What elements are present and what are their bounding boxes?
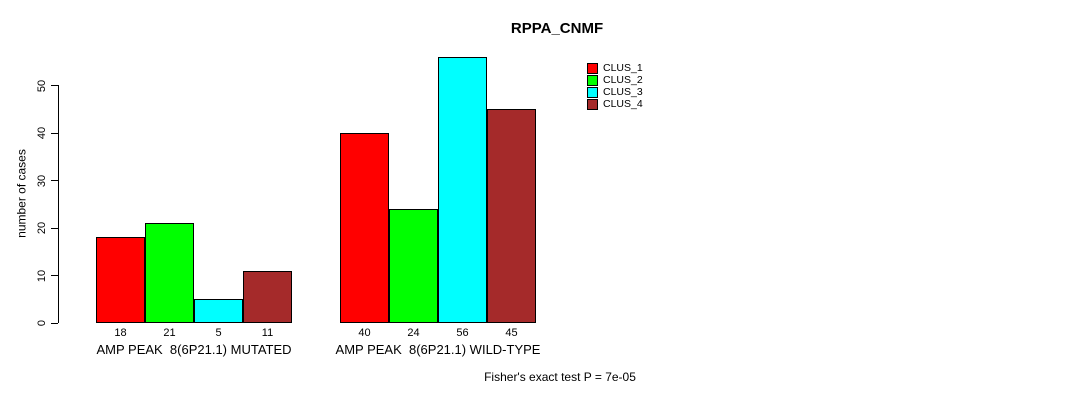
legend-item: CLUS_4 <box>587 98 643 110</box>
legend-item: CLUS_1 <box>587 62 643 74</box>
y-axis-tick <box>51 132 58 134</box>
legend-item: CLUS_3 <box>587 86 643 98</box>
bar-value-label: 21 <box>163 327 176 339</box>
chart-title: RPPA_CNMF <box>510 20 604 37</box>
y-axis-tick <box>51 275 58 276</box>
y-axis-tick-label: 50 <box>36 79 48 92</box>
legend: CLUS_1 CLUS_2 CLUS_3 CLUS_4 <box>587 62 643 110</box>
y-axis-label: number of cases <box>14 149 29 238</box>
y-axis-tick <box>51 85 58 86</box>
legend-label: CLUS_3 <box>603 86 643 98</box>
bar-clus_3-group1 <box>194 299 243 323</box>
bar-value-label: 45 <box>505 327 518 339</box>
legend-swatch-clus1 <box>587 62 598 74</box>
x-axis-group-label: AMP PEAK 8(6P21.1) WILD-TYPE <box>335 342 541 357</box>
fisher-test-annotation: Fisher's exact test P = 7e-05 <box>484 370 636 384</box>
y-axis-tick <box>51 227 58 229</box>
legend-label: CLUS_1 <box>603 62 643 74</box>
bar-value-label: 40 <box>358 327 371 339</box>
legend-swatch-clus2 <box>587 74 598 86</box>
bar-clus_2-group2 <box>389 209 438 323</box>
y-axis-line <box>58 85 59 323</box>
legend-swatch-clus4 <box>587 98 598 110</box>
y-axis-tick <box>51 322 58 324</box>
bar-clus_1-group1 <box>96 237 145 323</box>
legend-item: CLUS_2 <box>587 74 643 86</box>
bar-value-label: 24 <box>407 327 420 339</box>
y-axis-tick-label: 20 <box>36 221 48 235</box>
y-axis-tick-label: 30 <box>36 174 48 187</box>
y-axis-tick-label: 0 <box>36 319 48 327</box>
bar-clus_3-group2 <box>438 57 487 323</box>
bar-clus_4-group2 <box>487 109 536 323</box>
y-axis-tick <box>51 180 58 181</box>
y-axis-tick-label: 40 <box>36 126 48 140</box>
y-axis-tick-label: 10 <box>36 269 48 282</box>
bar-value-label: 11 <box>261 327 274 339</box>
bar-clus_2-group1 <box>145 223 194 323</box>
legend-swatch-clus3 <box>587 86 598 98</box>
x-axis-group-label: AMP PEAK 8(6P21.1) MUTATED <box>96 342 292 357</box>
legend-label: CLUS_4 <box>603 98 643 110</box>
bar-value-label: 56 <box>456 327 469 339</box>
legend-label: CLUS_2 <box>603 74 643 86</box>
bar-clus_1-group2 <box>340 133 389 323</box>
bar-value-label: 18 <box>114 327 127 339</box>
bar-clus_4-group1 <box>243 271 292 323</box>
bar-value-label: 5 <box>215 327 222 339</box>
